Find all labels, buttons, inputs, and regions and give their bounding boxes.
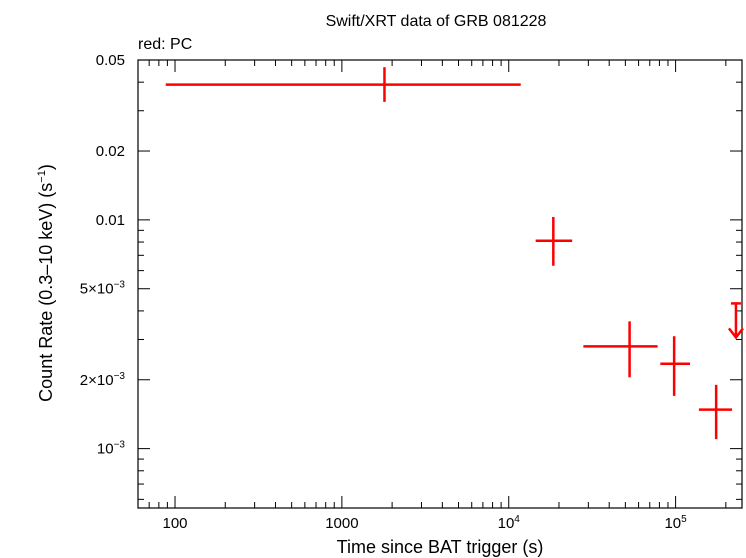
y-axis-label-end: ) xyxy=(36,164,56,170)
data-marks xyxy=(165,67,744,440)
data-point xyxy=(583,321,658,378)
y-axis-label-sup: −1 xyxy=(36,170,48,183)
y-tick-label: 0.05 xyxy=(96,52,125,69)
x-axis-label: Time since BAT trigger (s) xyxy=(337,537,544,557)
y-tick-label: 10−3 xyxy=(97,440,126,458)
data-point xyxy=(165,67,521,102)
y-tick-label: 2×10−3 xyxy=(80,371,126,389)
y-tick-label: 0.01 xyxy=(96,212,125,229)
chart-subtitle: red: PC xyxy=(138,36,192,53)
x-tick-label-exp: 5 xyxy=(681,514,687,525)
y-tick-label-exp: −3 xyxy=(114,280,126,291)
x-tick-label: 105 xyxy=(664,514,687,532)
y-tick-labels: 0.050.020.015×10−32×10−310−3 xyxy=(80,52,126,458)
upper-limit-head xyxy=(727,327,744,340)
x-tick-label: 1000 xyxy=(325,515,358,532)
data-point xyxy=(660,336,691,396)
x-tick-labels: 100 1000 104 105 xyxy=(163,514,688,532)
y-tick-label-mantissa: 10 xyxy=(97,441,114,458)
x-tick-label: 100 xyxy=(163,515,188,532)
y-tick-label-mantissa: 5×10 xyxy=(80,281,114,298)
y-tick-label: 5×10−3 xyxy=(80,280,126,298)
data-point xyxy=(535,216,573,266)
x-tick-label-base: 10 xyxy=(498,515,515,532)
x-tick-label-base: 10 xyxy=(664,515,681,532)
x-tick-label: 104 xyxy=(498,514,521,532)
y-tick-label-exp: −3 xyxy=(114,440,126,451)
tick-marks xyxy=(137,59,742,508)
upper-limit-arrow xyxy=(727,302,744,340)
x-tick-label-exp: 4 xyxy=(514,514,520,525)
data-point xyxy=(698,384,733,440)
plot-frame xyxy=(137,59,743,509)
y-tick-label-mantissa: 2×10 xyxy=(80,372,114,389)
y-tick-label-exp: −3 xyxy=(114,371,126,382)
y-axis-label: Count Rate (0.3–10 keV) (s−1) xyxy=(36,164,56,402)
y-tick-label: 0.02 xyxy=(96,143,125,160)
chart-title: Swift/XRT data of GRB 081228 xyxy=(326,13,547,30)
y-axis-label-main: Count Rate (0.3–10 keV) (s xyxy=(36,183,56,402)
